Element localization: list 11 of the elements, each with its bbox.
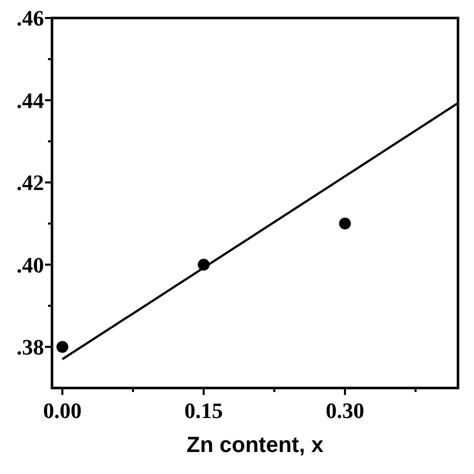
x-tick-label: 0.15: [184, 398, 223, 423]
x-axis-title: Zn content, x: [186, 432, 324, 457]
x-tick-label: 0.30: [326, 398, 364, 423]
y-tick-label: .38: [16, 334, 44, 360]
y-tick-label: .44: [16, 88, 44, 113]
y-tick-label: .46: [16, 6, 44, 31]
x-tick-label: 0.00: [43, 398, 82, 423]
point: [339, 218, 351, 230]
y-tick-label: .40: [16, 252, 44, 278]
y-tick-label: .42: [16, 170, 44, 196]
point: [56, 340, 68, 353]
